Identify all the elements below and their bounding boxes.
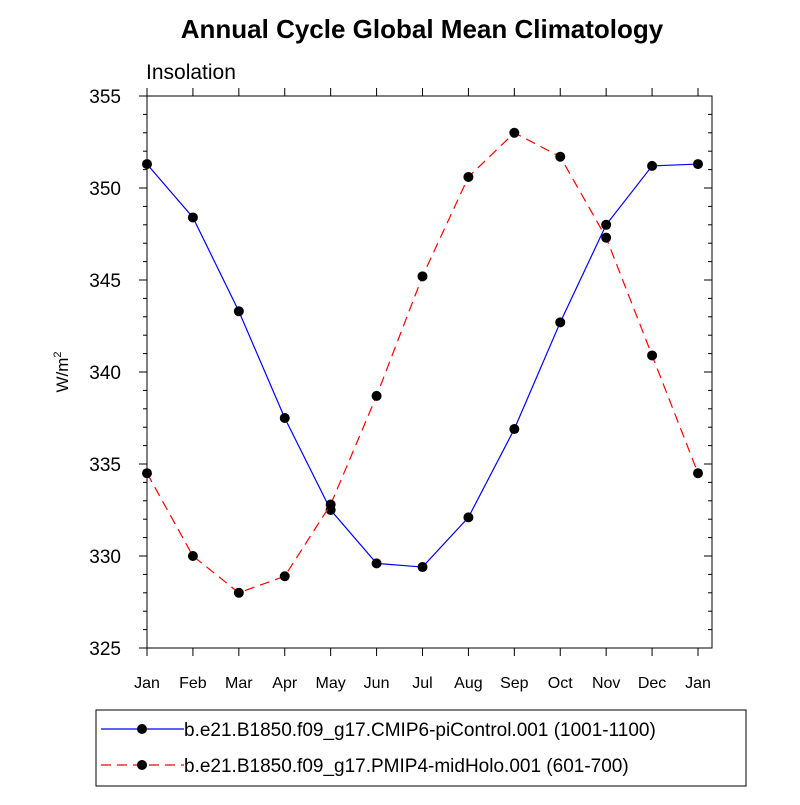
plot-layer: 325 330 335 340 345 350 355 Jan Feb Mar Apr May Jun J… <box>89 87 713 692</box>
legend-marker-1 <box>137 724 147 734</box>
y-tick-label: 325 <box>89 639 121 660</box>
x-tick-label: Feb <box>179 675 207 692</box>
series-2-point <box>187 551 198 561</box>
series-2-point <box>417 271 428 282</box>
series-2-point <box>647 350 658 361</box>
series-1-point <box>601 219 612 230</box>
x-tick-label: Aug <box>454 675 482 692</box>
series-line-2 <box>146 132 699 594</box>
series-2-point <box>279 571 290 582</box>
series-2-point <box>142 468 152 479</box>
x-tick-label: Jan <box>685 675 711 692</box>
x-tick-label: Jan <box>134 675 160 692</box>
series-2-point <box>509 127 520 138</box>
y-axis-label-unit: W/m <box>53 358 72 393</box>
series-1-point <box>142 159 152 170</box>
series-2-point <box>463 171 474 182</box>
series-1-point <box>555 317 566 328</box>
series-2-point <box>325 499 336 510</box>
legend-label-1: b.e21.B1850.f09_g17.CMIP6-piControl.001 … <box>184 720 656 741</box>
series-1-point <box>371 558 382 569</box>
plot-frame <box>146 95 713 649</box>
x-tick-label: Sep <box>500 675 529 692</box>
y-tick-label: 340 <box>89 363 121 384</box>
series-1-point <box>187 212 198 223</box>
x-tick-label: Apr <box>272 675 298 692</box>
y-axis-label-superscript: 2 <box>52 351 64 357</box>
y-tick-label: 350 <box>89 179 121 200</box>
legend: b.e21.B1850.f09_g17.CMIP6-piControl.001 … <box>95 709 747 787</box>
x-tick-label: Jul <box>412 675 432 692</box>
y-tick-label: 335 <box>89 455 121 476</box>
legend-label-2: b.e21.B1850.f09_g17.PMIP4-midHolo.001 (6… <box>184 756 629 777</box>
series-1-point <box>279 413 290 423</box>
x-tick-label: Dec <box>638 675 666 692</box>
series-1-point <box>647 160 658 171</box>
series-2-point <box>555 151 566 162</box>
x-tick-label: Jun <box>364 675 390 692</box>
x-tick-label: May <box>316 675 346 692</box>
chart-subtitle: Insolation <box>146 61 236 84</box>
legend-box <box>95 709 747 787</box>
legend-marker-2 <box>137 760 147 770</box>
y-tick-label: 330 <box>89 547 121 568</box>
series-2-point <box>601 232 612 243</box>
series-1-point <box>233 306 244 317</box>
series-1-point <box>509 424 520 435</box>
x-tick-label: Oct <box>548 675 573 692</box>
series-2-point <box>233 587 244 598</box>
series-1-point <box>693 159 703 170</box>
y-axis-label: W/m2 <box>52 351 72 392</box>
y-tick-label: 355 <box>89 87 121 108</box>
y-tick-label: 345 <box>89 271 121 292</box>
series-2-point <box>371 390 382 401</box>
x-tick-label: Mar <box>225 675 253 692</box>
series-1-point <box>417 562 428 573</box>
chart-title: Annual Cycle Global Mean Climatology <box>181 14 664 44</box>
x-tick-label: Nov <box>592 675 620 692</box>
series-1-point <box>463 512 474 523</box>
series-line-1 <box>146 163 699 568</box>
series-2-point <box>693 468 703 479</box>
